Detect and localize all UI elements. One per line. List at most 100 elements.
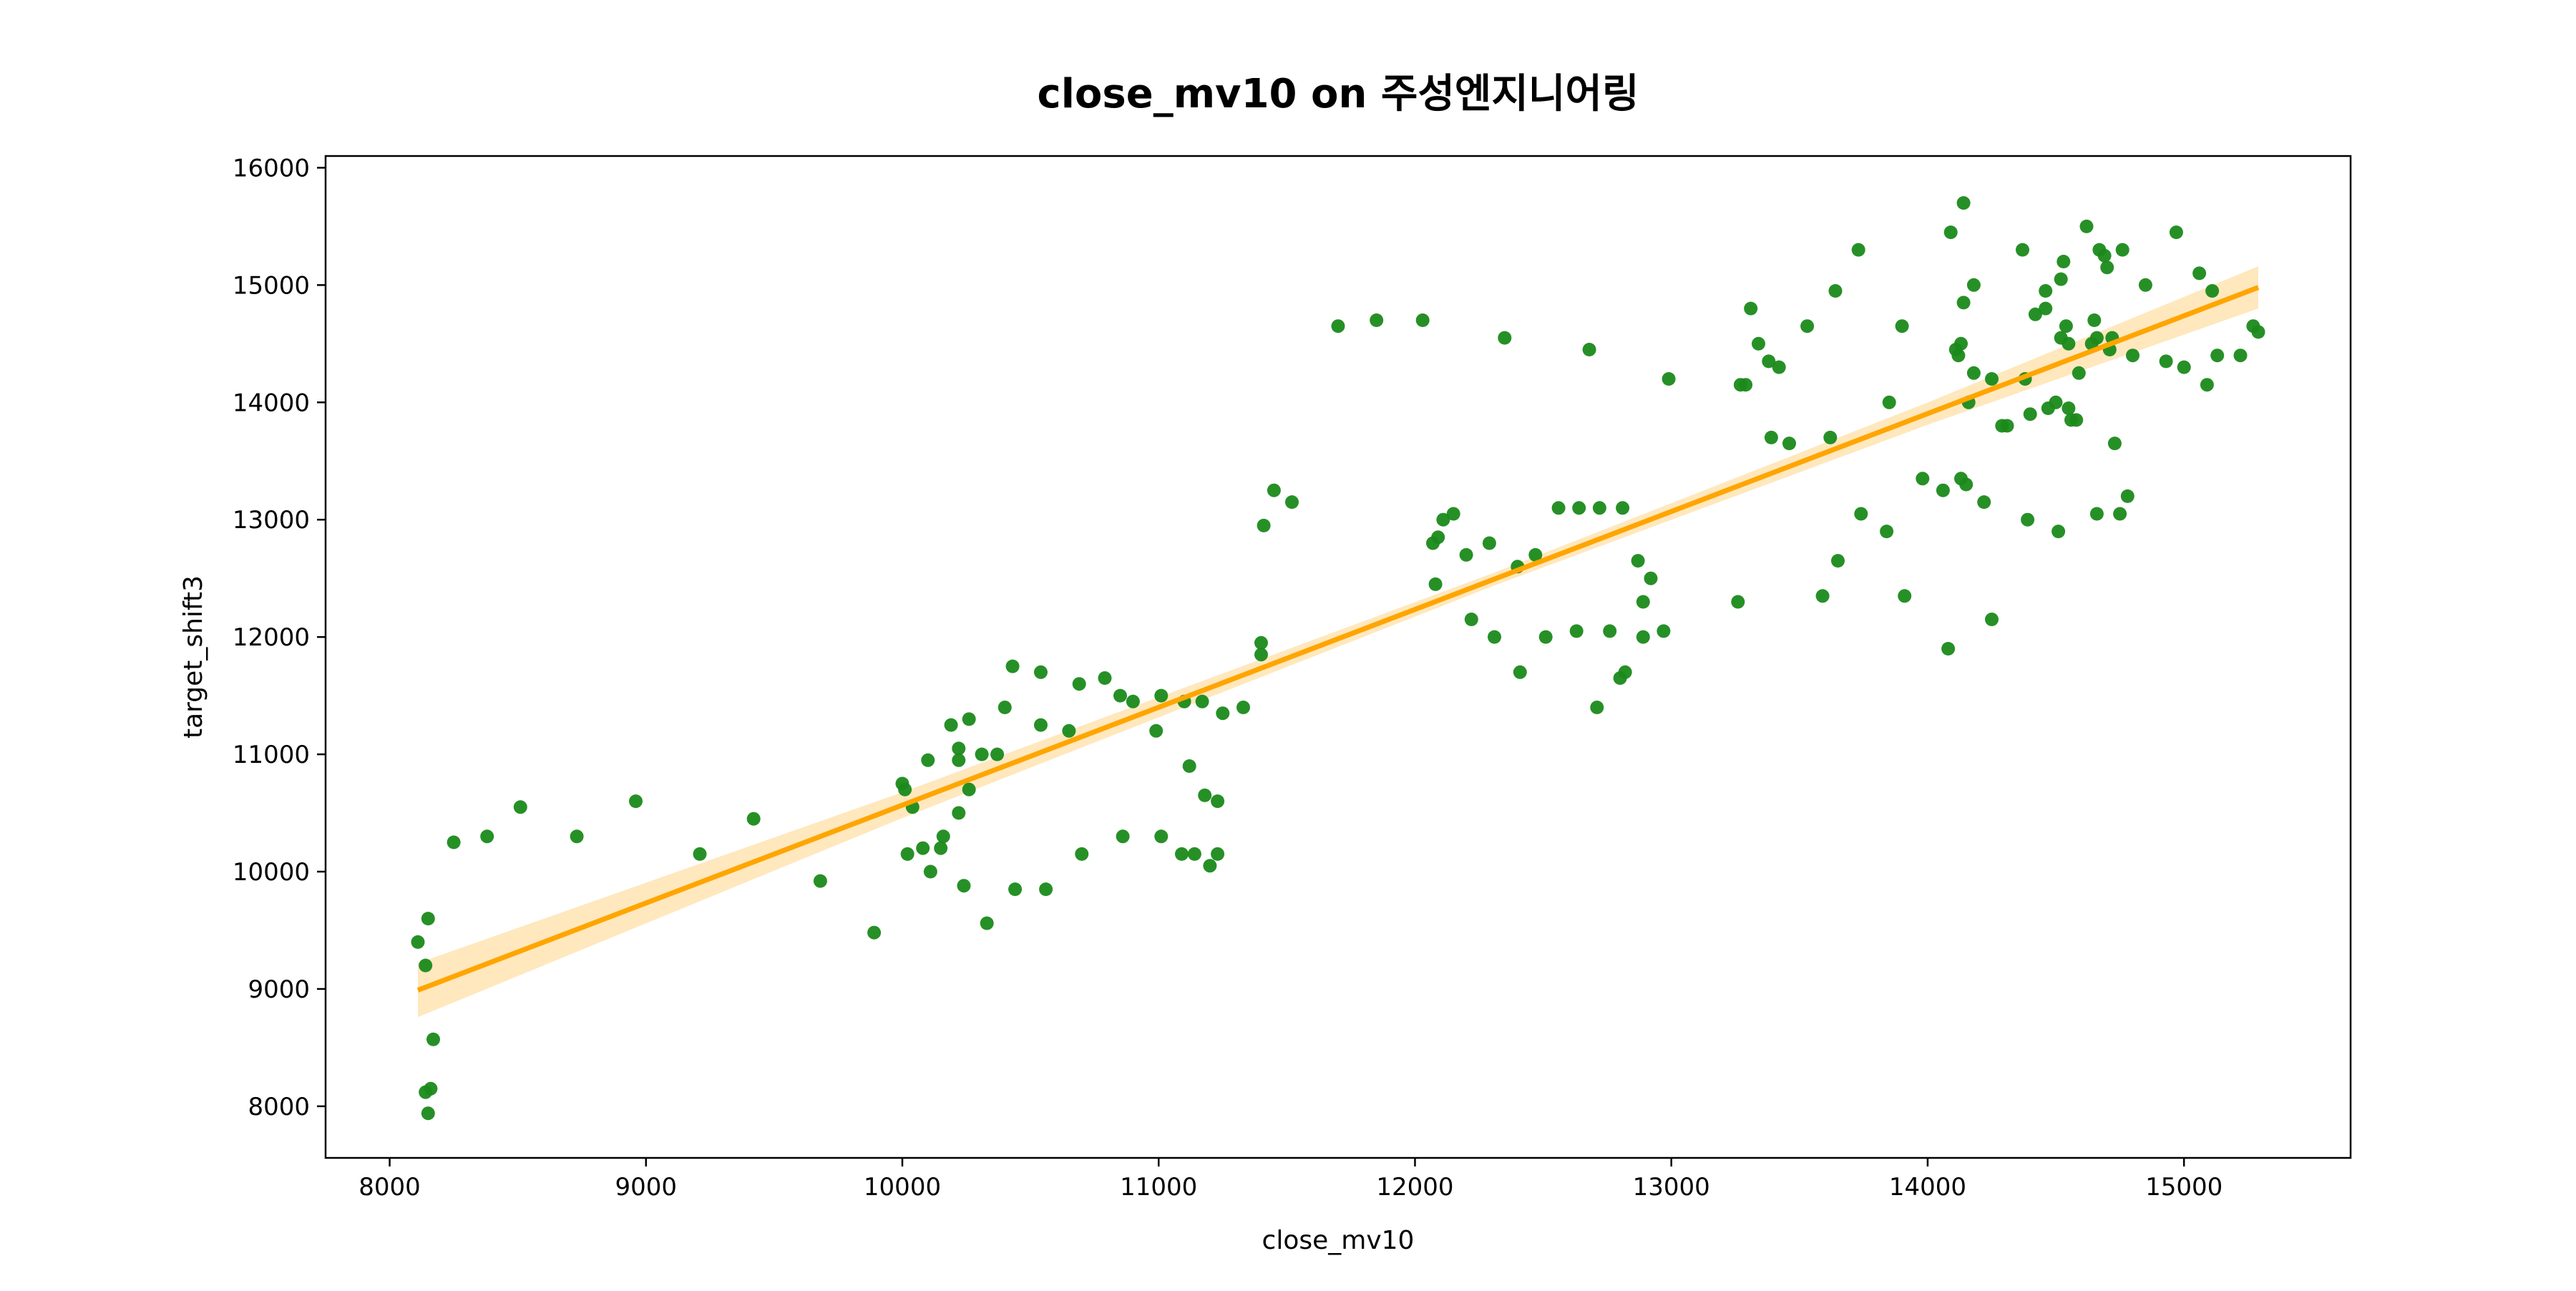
data-point xyxy=(990,747,1005,761)
data-point xyxy=(1236,701,1250,714)
chart-title: close_mv10 on 주성엔지니어링 xyxy=(1038,71,1639,117)
data-point xyxy=(1285,495,1299,510)
data-point xyxy=(2059,319,2073,333)
data-point xyxy=(1764,430,1778,444)
data-point xyxy=(1590,701,1604,714)
data-point xyxy=(934,841,948,855)
data-point xyxy=(1782,437,1796,451)
data-point xyxy=(1851,243,1865,257)
confidence-band xyxy=(418,266,2258,1018)
data-point xyxy=(1034,665,1048,679)
data-point xyxy=(2021,512,2035,527)
data-point xyxy=(2062,401,2076,415)
y-tick-label: 10000 xyxy=(233,858,310,887)
x-tick-label: 11000 xyxy=(1120,1173,1197,1202)
data-point xyxy=(2200,378,2214,392)
data-point xyxy=(1446,507,1460,521)
data-point xyxy=(1154,688,1169,703)
data-point xyxy=(2097,248,2112,263)
data-point xyxy=(1762,354,1776,369)
data-point xyxy=(2051,525,2066,539)
data-point xyxy=(2023,407,2037,422)
data-point xyxy=(1257,518,1271,532)
data-point xyxy=(1954,336,1968,351)
data-point xyxy=(1636,595,1650,609)
data-point xyxy=(1075,847,1089,861)
data-point xyxy=(1657,624,1671,638)
data-point xyxy=(1039,882,1053,897)
data-point xyxy=(1005,659,1020,673)
data-point xyxy=(1898,589,1912,603)
data-point xyxy=(2072,366,2086,380)
data-point xyxy=(813,874,827,888)
data-point xyxy=(1603,624,1617,638)
data-point xyxy=(447,835,461,849)
data-point xyxy=(1113,688,1127,703)
data-point xyxy=(1538,630,1553,644)
data-point xyxy=(1431,530,1445,545)
data-point xyxy=(424,1081,438,1096)
data-point xyxy=(1959,477,1974,492)
x-axis-label: close_mv10 xyxy=(1262,1226,1415,1255)
data-point xyxy=(1436,512,1450,527)
data-point xyxy=(2169,225,2183,240)
x-tick-label: 10000 xyxy=(864,1173,941,1202)
data-point xyxy=(1956,296,1971,310)
data-point xyxy=(1966,278,1981,292)
data-point xyxy=(975,747,989,761)
data-point xyxy=(1498,331,1512,345)
data-point xyxy=(2089,507,2104,521)
data-point xyxy=(1464,613,1478,626)
data-point xyxy=(1370,313,1384,327)
data-point xyxy=(1126,694,1140,708)
data-point xyxy=(936,829,950,844)
data-point xyxy=(421,1106,435,1121)
regression-line xyxy=(416,285,2260,993)
data-point xyxy=(957,879,971,893)
data-point xyxy=(1428,577,1443,591)
data-point xyxy=(1800,319,1815,333)
data-point xyxy=(1175,847,1189,861)
data-point xyxy=(997,701,1012,714)
data-point xyxy=(2087,313,2102,327)
data-point xyxy=(746,812,761,826)
data-point xyxy=(1618,665,1632,679)
data-point xyxy=(1034,718,1048,732)
data-point xyxy=(1582,343,1596,356)
data-point xyxy=(2120,489,2135,503)
data-point xyxy=(2089,331,2104,345)
data-point xyxy=(2000,419,2014,433)
data-point xyxy=(921,753,935,767)
data-point xyxy=(2126,349,2140,363)
data-point xyxy=(1569,624,1584,638)
data-point xyxy=(1203,859,1217,873)
data-point xyxy=(1636,630,1650,644)
x-tick-label: 14000 xyxy=(1889,1173,1966,1202)
data-point xyxy=(1072,677,1086,691)
y-axis-label: target_shift3 xyxy=(179,575,208,739)
plot-area-frame xyxy=(324,155,2352,1159)
data-point xyxy=(962,782,976,796)
data-point xyxy=(1854,507,1868,521)
data-point xyxy=(2113,507,2127,521)
data-point xyxy=(2057,255,2071,268)
x-tick-label: 8000 xyxy=(358,1173,421,1202)
data-point xyxy=(1154,829,1169,844)
data-point xyxy=(1254,635,1268,650)
confidence-band-layer xyxy=(418,266,2258,1018)
data-point xyxy=(1415,313,1430,327)
x-tick-label: 13000 xyxy=(1633,1173,1710,1202)
data-point xyxy=(513,800,527,814)
data-point xyxy=(1331,319,1345,333)
data-point xyxy=(1977,495,1991,510)
regression-line-layer xyxy=(416,285,2260,993)
y-tick-label: 15000 xyxy=(233,271,310,300)
data-point xyxy=(1513,665,1527,679)
data-point xyxy=(898,782,912,796)
data-point xyxy=(1941,642,1956,656)
data-point xyxy=(1528,547,1543,562)
data-point xyxy=(1985,613,1999,626)
data-point xyxy=(1831,554,1845,568)
